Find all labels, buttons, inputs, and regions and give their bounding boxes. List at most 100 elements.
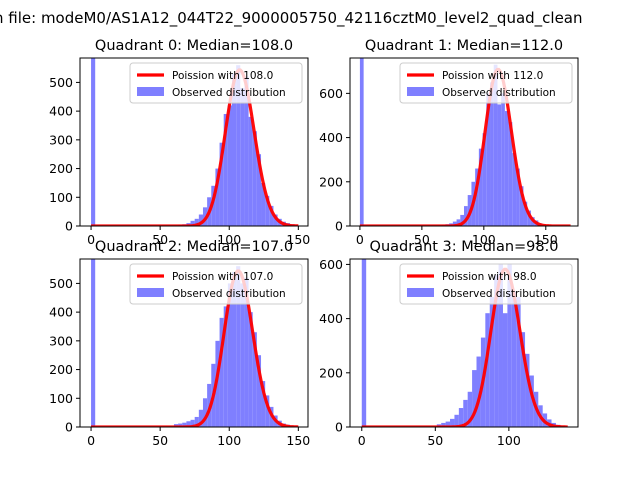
histogram-bar [520, 332, 526, 427]
histogram-bar-zero [361, 259, 367, 427]
figure-suptitle: n file: modeM0/AS1A12_044T22_9000005750_… [0, 9, 583, 28]
x-tick-label: 50 [152, 433, 168, 448]
histogram-bar [232, 271, 237, 427]
histogram-bar [198, 214, 203, 226]
subplot-title: Quadrant 3: Median=98.0 [370, 239, 559, 255]
x-tick-label: 100 [217, 433, 241, 448]
histogram-bar [182, 422, 187, 427]
histogram-bar [516, 296, 521, 427]
y-tick-label: 100 [49, 391, 73, 406]
x-tick-label: 100 [497, 433, 521, 448]
legend-patch-swatch [137, 87, 164, 96]
histogram-bar [472, 370, 477, 427]
poisson-curve-line [359, 67, 571, 226]
legend: Poission with 107.0 Observed distribution [129, 263, 303, 305]
y-tick-label: 0 [65, 420, 73, 435]
histogram-bar [463, 399, 468, 427]
histogram-bar [458, 408, 464, 427]
histogram-bar [223, 114, 228, 226]
x-tick-label: 0 [356, 232, 364, 247]
plot-area [91, 259, 299, 427]
histogram-bar [269, 205, 274, 226]
legend: Poission with 112.0 Observed distribution [399, 62, 573, 104]
histogram-bar [490, 82, 494, 226]
x-tick-label: 0 [87, 232, 95, 247]
poisson-curve-line [361, 267, 568, 427]
axes-frame [79, 258, 309, 428]
histogram-bar [248, 116, 253, 226]
legend-patch-swatch [137, 288, 164, 297]
x-tick-label: 50 [427, 433, 443, 448]
y-tick-label: 200 [319, 365, 343, 380]
histogram-bar [252, 332, 257, 427]
y-tick-label: 300 [49, 333, 73, 348]
x-tick-label: 100 [472, 232, 496, 247]
histogram-bar [502, 313, 508, 427]
histogram-bar [186, 421, 191, 427]
histogram-bar [511, 291, 517, 427]
histogram-bar [236, 266, 241, 427]
histogram-bar [467, 391, 473, 427]
histogram-bar [265, 395, 270, 427]
histogram-bar [507, 264, 512, 427]
histogram-bar [236, 65, 241, 226]
histogram-bar [527, 210, 531, 226]
histogram-bar [248, 312, 253, 427]
poisson-curve-line [91, 68, 299, 226]
y-tick-label: 400 [319, 130, 343, 145]
histogram-bar [498, 264, 503, 427]
histogram-bar [261, 381, 266, 427]
legend: Poission with 98.0 Observed distribution [399, 263, 573, 305]
histogram-bar [261, 182, 266, 226]
x-tick-label: 100 [217, 232, 241, 247]
x-tick-label: 0 [87, 433, 95, 448]
histogram-bar [525, 353, 530, 427]
histogram-bar [244, 76, 249, 226]
y-tick-label: 200 [49, 161, 73, 176]
y-tick-label: 400 [319, 311, 343, 326]
histogram-bar [504, 111, 509, 226]
y-tick-label: 400 [49, 104, 73, 119]
histogram-bar [523, 201, 528, 226]
subplot-title: Quadrant 2: Median=107.0 [95, 239, 293, 255]
histogram-bar [227, 283, 232, 427]
legend-box [129, 263, 303, 305]
y-tick-label: 500 [49, 75, 73, 90]
legend-box [399, 263, 573, 305]
histogram-bar [456, 219, 461, 226]
plot-area [91, 58, 299, 226]
histogram-bar-zero [359, 58, 364, 226]
x-tick-label: 50 [414, 232, 430, 247]
histogram-bar [202, 398, 208, 427]
histogram-bar [223, 306, 228, 427]
legend-label-poisson: Poission with 107.0 [172, 271, 273, 283]
histogram-bar [211, 185, 216, 226]
y-tick-label: 600 [319, 257, 343, 272]
y-tick-label: 400 [49, 305, 73, 320]
y-tick-label: 0 [335, 420, 343, 435]
legend-box [129, 62, 303, 104]
subplot-quadrant-2: Quadrant 2: Median=107.0 0 50 100 150 0 100 200… [49, 239, 310, 448]
histogram-bar [240, 283, 245, 427]
x-tick-label: 0 [358, 433, 366, 448]
histogram-bar [194, 416, 199, 427]
histogram-bar [519, 186, 524, 226]
subplot-quadrant-0: Quadrant 0: Median=108.0 0 50 100 150 0 100 200… [49, 38, 310, 247]
y-tick-label: 300 [49, 132, 73, 147]
histogram-bar [454, 414, 459, 427]
histogram-bar [460, 214, 464, 226]
histogram-bar [485, 313, 490, 427]
histogram-bar [256, 355, 262, 427]
histogram-bar [489, 296, 495, 427]
histogram-bar [240, 88, 245, 226]
axes-frame [349, 57, 579, 227]
subplot-grid: Quadrant 0: Median=108.0 0 50 100 150 0 100 200… [49, 38, 579, 448]
x-tick-label: 50 [152, 232, 168, 247]
histogram-bar-zero [91, 58, 96, 226]
histogram-bar [190, 419, 195, 427]
histogram-bar [215, 168, 220, 226]
plot-area [361, 259, 570, 427]
histogram-bar [529, 375, 534, 427]
histogram-bar [497, 104, 502, 226]
histogram-bar [445, 421, 451, 427]
